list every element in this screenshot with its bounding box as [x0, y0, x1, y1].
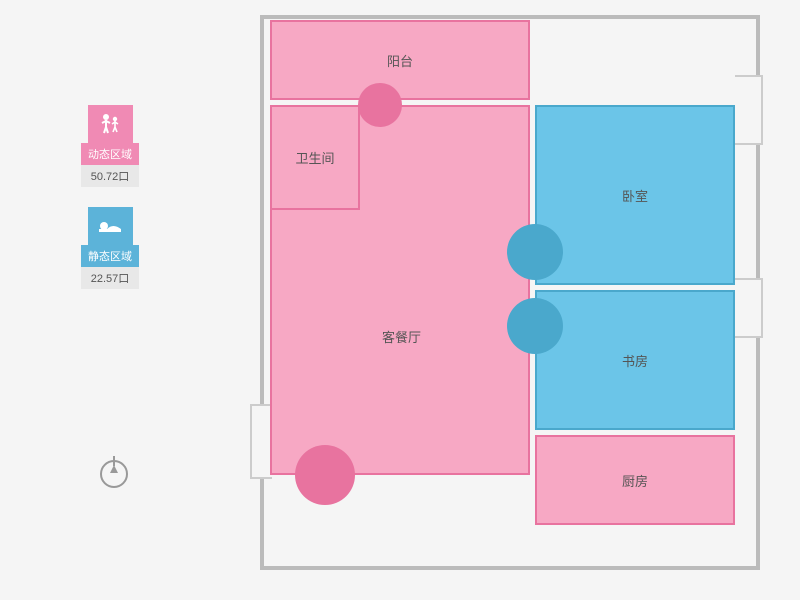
window-bay-top	[735, 75, 763, 145]
room-bathroom: 卫生间	[270, 105, 360, 210]
legend-static-value: 22.57口	[81, 267, 139, 289]
window-bay-bottom	[735, 278, 763, 338]
legend-static-label: 静态区域	[81, 245, 139, 267]
room-kitchen-label: 厨房	[622, 471, 648, 490]
legend-static: 静态区域 22.57口	[80, 207, 140, 289]
legend-dynamic-value: 50.72口	[81, 165, 139, 187]
room-bedroom-label: 卧室	[622, 186, 648, 205]
legend-dynamic-label: 动态区域	[81, 143, 139, 165]
room-living-label: 客餐厅	[382, 327, 421, 346]
room-study: 书房	[535, 290, 735, 430]
room-study-label: 书房	[622, 351, 648, 370]
legend-dynamic: 动态区域 50.72口	[80, 105, 140, 187]
people-icon	[88, 105, 133, 143]
door-arc-balcony	[358, 83, 402, 127]
legend-panel: 动态区域 50.72口 静态区域 22.57口	[80, 105, 140, 309]
floor-plan: 客餐厅 阳台 卫生间 卧室 书房 厨房	[250, 20, 770, 580]
door-arc-study	[507, 298, 563, 354]
wall-notch	[250, 404, 272, 479]
room-bedroom: 卧室	[535, 105, 735, 285]
door-arc-bedroom	[507, 224, 563, 280]
room-kitchen: 厨房	[535, 435, 735, 525]
room-balcony-label: 阳台	[387, 51, 413, 70]
room-balcony: 阳台	[270, 20, 530, 100]
door-arc-living	[295, 445, 355, 505]
compass-icon	[100, 460, 128, 488]
room-bathroom-label: 卫生间	[295, 148, 334, 167]
sleep-icon	[88, 207, 133, 245]
